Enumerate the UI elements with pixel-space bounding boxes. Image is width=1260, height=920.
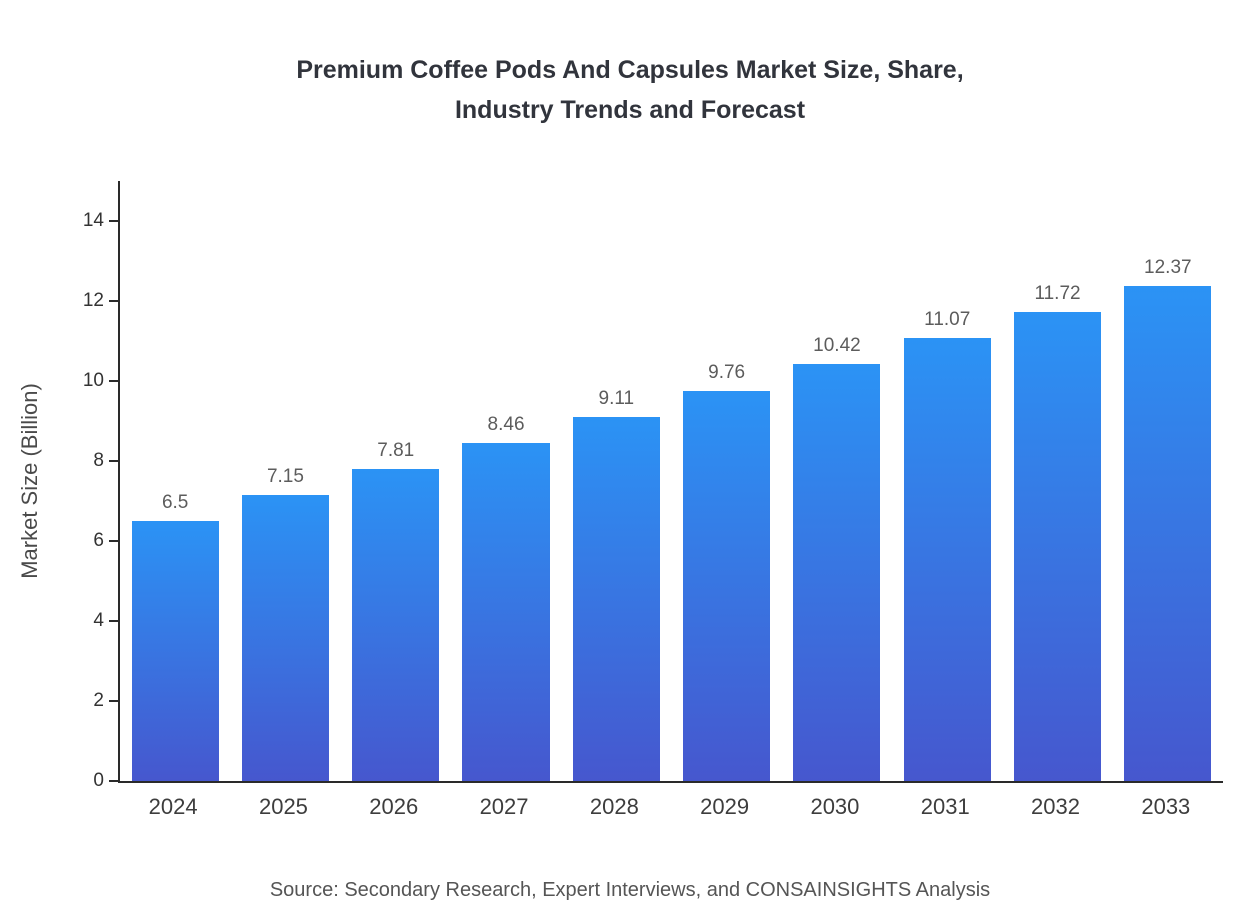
y-axis-tick bbox=[109, 540, 118, 542]
bar bbox=[572, 416, 660, 781]
bar-group: 6.5 bbox=[120, 181, 230, 781]
y-axis-tick bbox=[109, 380, 118, 382]
y-axis-tick-label: 6 bbox=[93, 530, 104, 551]
bar bbox=[793, 364, 881, 781]
y-axis-tick-label: 0 bbox=[93, 770, 104, 791]
y-axis-tick bbox=[109, 300, 118, 302]
bar-group: 11.72 bbox=[1002, 181, 1112, 781]
y-axis-tick-label: 4 bbox=[93, 610, 104, 631]
bar-value-label: 9.76 bbox=[708, 361, 746, 383]
chart-title-line1: Premium Coffee Pods And Capsules Market … bbox=[296, 56, 964, 84]
bar-group: 9.11 bbox=[561, 181, 671, 781]
x-axis-tick-label: 2024 bbox=[148, 794, 198, 819]
bar bbox=[1013, 312, 1102, 781]
bar-group: 12.37 bbox=[1113, 181, 1223, 781]
source-line: Source: Secondary Research, Expert Inter… bbox=[269, 879, 991, 901]
bar-value-label: 6.5 bbox=[161, 492, 189, 513]
y-axis-tick-label: 12 bbox=[82, 290, 104, 311]
y-axis-tick bbox=[109, 220, 118, 222]
y-axis-tick bbox=[109, 700, 118, 702]
x-axis-tick-label: 2032 bbox=[1031, 794, 1080, 819]
bar-group: 8.46 bbox=[451, 181, 561, 781]
y-axis-tick bbox=[109, 620, 118, 622]
y-axis-tick bbox=[109, 780, 118, 782]
y-axis-title-wrap: Market Size (Billion) bbox=[10, 181, 50, 781]
x-axis-tick-label: 2029 bbox=[700, 794, 750, 819]
chart-title: Premium Coffee Pods And Capsules Market … bbox=[0, 50, 1260, 130]
bar bbox=[241, 495, 329, 781]
bar-value-label: 9.11 bbox=[598, 387, 635, 409]
bar-value-label: 7.81 bbox=[377, 439, 415, 461]
y-axis-title: Market Size (Billion) bbox=[17, 383, 43, 579]
bar-group: 7.81 bbox=[341, 181, 451, 781]
x-axis-tick-label: 2033 bbox=[1141, 794, 1191, 819]
x-axis-tick-label: 2026 bbox=[369, 794, 419, 819]
plot-area: 6.5 7.15 7.81 8.46 9.11 9.76 10.42 11.07 11.72 12… bbox=[83, 181, 1223, 791]
y-axis-tick-label: 8 bbox=[93, 450, 104, 471]
bar bbox=[462, 442, 550, 781]
bar-value-label: 11.72 bbox=[1034, 283, 1081, 305]
bar-value-label: 10.42 bbox=[813, 335, 861, 357]
x-axis-labels: 2024 2025 2026 2027 2028 2029 2030 2031 2032 2033 bbox=[118, 794, 1221, 820]
bars-row: 6.5 7.15 7.81 8.46 9.11 9.76 10.42 11.07 11.72 12… bbox=[120, 181, 1223, 781]
bar-group: 10.42 bbox=[782, 181, 892, 781]
x-axis-tick-label: 2028 bbox=[589, 794, 639, 819]
chart-title-line2: Industry Trends and Forecast bbox=[454, 96, 806, 124]
bar bbox=[1124, 286, 1212, 781]
y-axis-tick-label: 10 bbox=[82, 370, 104, 391]
bar-group: 7.15 bbox=[230, 181, 340, 781]
x-axis-tick-label: 2031 bbox=[920, 794, 970, 819]
bar-value-label: 7.15 bbox=[266, 466, 304, 487]
y-axis-tick bbox=[109, 460, 118, 462]
x-axis-tick-label: 2030 bbox=[810, 794, 860, 819]
y-axis-tick-label: 2 bbox=[93, 690, 104, 711]
bar bbox=[683, 390, 771, 781]
bar-group: 11.07 bbox=[892, 181, 1002, 781]
bar bbox=[903, 338, 991, 781]
x-axis-tick-label: 2027 bbox=[479, 794, 529, 819]
bar-value-label: 8.46 bbox=[487, 413, 525, 435]
bar-group: 9.76 bbox=[671, 181, 781, 781]
bar-value-label: 11.07 bbox=[924, 309, 971, 331]
y-axis-tick-label: 14 bbox=[82, 210, 104, 231]
bar-value-label: 12.37 bbox=[1144, 257, 1192, 279]
x-axis-tick-label: 2025 bbox=[258, 794, 308, 819]
bar bbox=[131, 521, 219, 781]
bar bbox=[352, 468, 440, 781]
